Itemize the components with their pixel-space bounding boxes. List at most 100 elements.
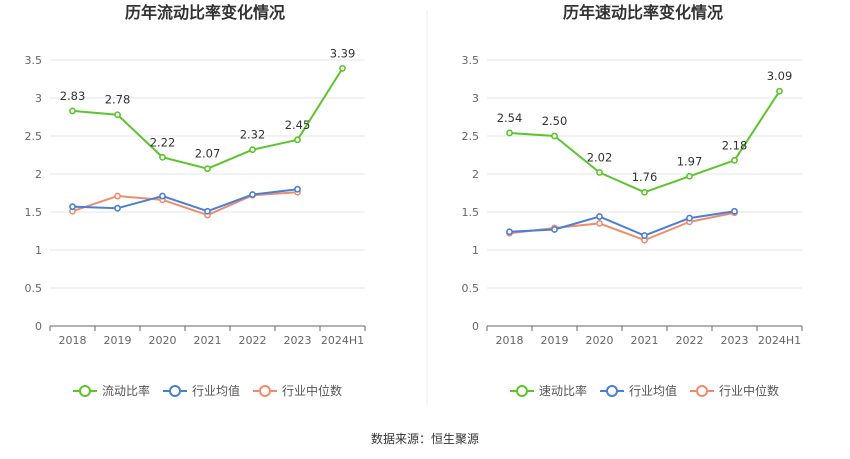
x-tick-label: 2021 [631, 334, 659, 347]
y-tick-label: 1 [472, 244, 479, 257]
x-tick-label: 2018 [59, 334, 87, 347]
data-point-main [506, 129, 513, 137]
data-label: 2.02 [587, 150, 613, 164]
source-note: 数据来源：恒生聚源 [371, 431, 479, 446]
series-line-median [72, 191, 298, 217]
x-tick-label: 2022 [239, 334, 267, 347]
data-point-avg [506, 228, 513, 236]
data-point-avg [551, 226, 558, 233]
y-tick-label: 2 [35, 168, 42, 181]
data-point-main [731, 156, 738, 164]
data-label: 2.18 [722, 138, 748, 152]
x-tick-label: 2019 [104, 334, 132, 347]
legend-item-avg[interactable]: 行业均值 [163, 383, 240, 398]
legend-label: 速动比率 [539, 383, 587, 398]
y-tick-label: 2.5 [462, 130, 480, 143]
y-tick-label: 1 [35, 244, 42, 257]
x-tick-label: 2021 [194, 334, 222, 347]
legend-label: 行业中位数 [282, 383, 342, 398]
legend-marker-icon [169, 385, 181, 397]
data-point-main [249, 146, 256, 154]
data-point-avg [114, 204, 121, 212]
y-tick-label: 2.5 [25, 130, 43, 143]
legend-marker-icon [516, 385, 528, 397]
data-label: 2.32 [240, 128, 266, 142]
data-label: 2.45 [285, 118, 311, 132]
data-label: 2.07 [195, 147, 221, 161]
y-tick-label: 3.5 [462, 54, 480, 67]
data-point-main [294, 136, 301, 144]
y-tick-label: 3.5 [25, 54, 43, 67]
legend-marker-icon [696, 385, 708, 397]
y-tick-label: 3 [35, 92, 42, 105]
data-point-main [551, 132, 558, 140]
data-point-avg [641, 232, 648, 239]
data-point-main [69, 107, 76, 115]
data-point-avg [294, 185, 301, 193]
data-label: 1.76 [632, 170, 658, 184]
legend-marker-icon [259, 385, 271, 397]
legend-item-main[interactable]: 速动比率 [510, 383, 587, 398]
y-tick-label: 0 [35, 320, 42, 333]
legend-item-median[interactable]: 行业中位数 [690, 383, 779, 398]
x-tick-label: 2023 [721, 334, 749, 347]
x-tick-label: 2024H1 [321, 334, 364, 347]
quick-ratio-chart: 历年速动比率变化情况 0 0.5 1 1.5 2 2.5 3 3.5 2018 2019 2020 20… [462, 3, 803, 398]
data-point-median [114, 192, 121, 200]
x-tick-label: 2019 [541, 334, 569, 347]
y-tick-label: 1.5 [462, 206, 480, 219]
series-line-avg [509, 210, 735, 237]
chart-title: 历年速动比率变化情况 [563, 3, 723, 22]
x-tick-label: 2022 [676, 334, 704, 347]
x-tick-label: 2024H1 [758, 334, 801, 347]
y-tick-label: 0.5 [25, 282, 43, 295]
legend-marker-icon [79, 385, 91, 397]
data-label: 2.54 [497, 111, 523, 125]
current-ratio-chart: 历年流动比率变化情况 0 0.5 1 1.5 2 2.5 3 3.5 2018 2019 2020 20… [25, 3, 366, 398]
y-tick-label: 1.5 [25, 206, 43, 219]
data-point-main [686, 172, 693, 180]
series-line-avg [72, 188, 298, 213]
data-point-main [641, 188, 648, 196]
data-point-avg [596, 213, 603, 220]
data-label: 2.78 [105, 93, 131, 107]
data-point-main [339, 64, 346, 72]
data-point-main [204, 165, 211, 173]
chart-title: 历年流动比率变化情况 [125, 3, 285, 22]
legend-item-avg[interactable]: 行业均值 [600, 383, 677, 398]
data-point-avg [686, 214, 693, 222]
x-tick-label: 2020 [149, 334, 177, 347]
data-point-median [596, 219, 603, 227]
data-point-main [596, 169, 603, 176]
x-tick-label: 2023 [284, 334, 312, 347]
x-tick-label: 2020 [586, 334, 614, 347]
data-point-avg [249, 191, 256, 198]
y-tick-label: 2 [472, 168, 479, 181]
legend-item-main[interactable]: 流动比率 [73, 383, 150, 398]
data-point-main [776, 87, 783, 95]
data-label: 2.83 [60, 89, 86, 103]
data-label: 3.39 [330, 46, 356, 60]
data-label: 1.97 [677, 154, 703, 168]
y-tick-label: 0 [472, 320, 479, 333]
data-point-avg [69, 203, 76, 211]
legend-marker-icon [606, 385, 618, 397]
legend-label: 流动比率 [102, 383, 150, 398]
data-label: 2.22 [150, 135, 176, 149]
data-point-main [159, 153, 166, 161]
y-tick-label: 0.5 [462, 282, 480, 295]
legend-label: 行业均值 [629, 383, 677, 398]
legend-label: 行业均值 [192, 383, 240, 398]
data-point-avg [731, 207, 738, 215]
series-line-median [509, 211, 735, 242]
data-point-main [114, 111, 121, 119]
legend-label: 行业中位数 [719, 383, 779, 398]
data-point-avg [159, 192, 166, 200]
data-label: 2.50 [542, 114, 568, 128]
y-tick-label: 3 [472, 92, 479, 105]
data-label: 3.09 [767, 69, 793, 83]
legend-item-median[interactable]: 行业中位数 [253, 383, 342, 398]
data-point-avg [204, 207, 211, 215]
x-tick-label: 2018 [496, 334, 524, 347]
